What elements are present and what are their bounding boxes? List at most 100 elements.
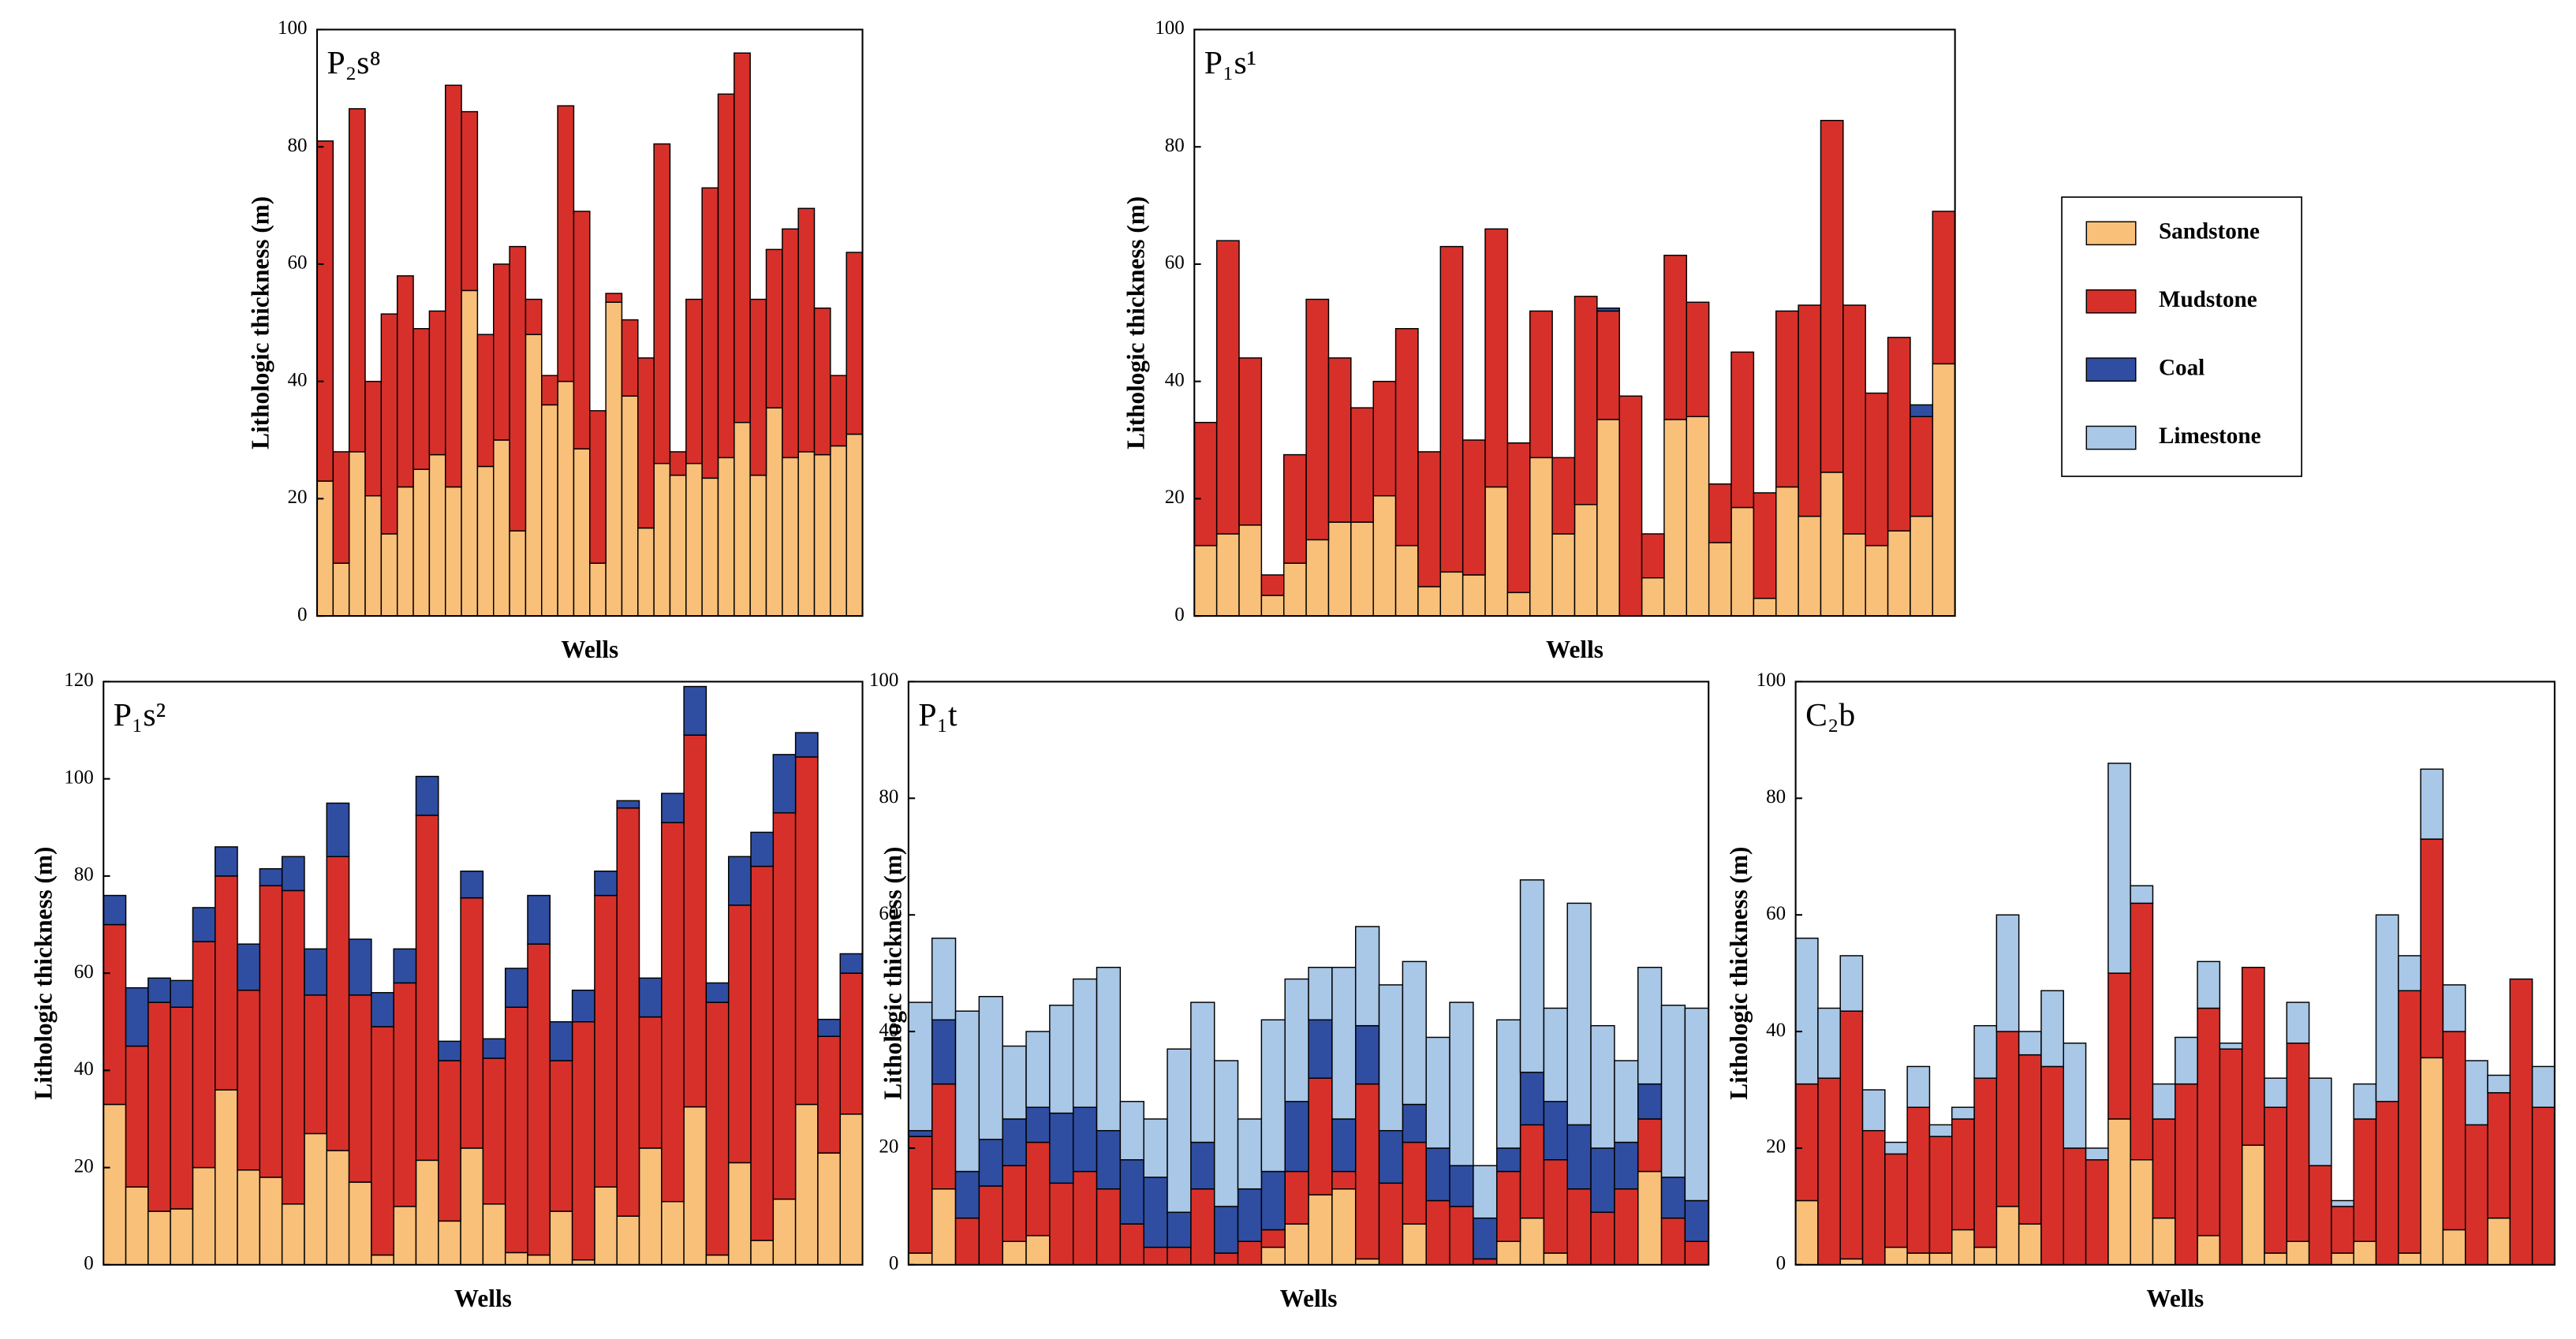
bar-segment	[1574, 504, 1598, 617]
bar-segment	[371, 1254, 394, 1266]
bar-segment	[215, 875, 238, 1091]
bar-segment	[1449, 1165, 1474, 1207]
bar-segment	[2175, 1083, 2198, 1266]
bar-segment	[589, 562, 607, 617]
bar-segment	[1308, 967, 1333, 1021]
bar-segment	[2375, 914, 2399, 1102]
bar-segment	[839, 953, 864, 974]
bar-segment	[237, 989, 261, 1171]
bar-segment	[1331, 1188, 1357, 1266]
bar-segment	[1660, 1177, 1686, 1219]
bar-segment	[364, 380, 383, 497]
bar-segment	[1910, 416, 1934, 517]
bar-segment	[103, 1103, 127, 1266]
bar-segment	[669, 451, 687, 476]
bar-segment	[525, 334, 543, 617]
bar-segment	[1906, 1252, 1931, 1266]
bar-segment	[1686, 301, 1710, 418]
bar-segment	[1284, 978, 1309, 1102]
bar-segment	[1305, 298, 1330, 541]
y-tick-label: 80	[74, 864, 94, 886]
bar-segment	[734, 421, 751, 617]
bar-segment	[638, 977, 663, 1018]
bar-segment	[192, 941, 216, 1169]
bar-segment	[1730, 506, 1755, 617]
bar-segment	[2264, 1252, 2288, 1266]
bar-segment	[908, 1136, 933, 1254]
bar-segment	[701, 477, 719, 617]
bar-segment	[460, 897, 484, 1149]
bar-segment	[2018, 1031, 2042, 1056]
bar-segment	[147, 1001, 171, 1212]
bar-segment	[772, 754, 797, 814]
bar-segment	[1167, 1211, 1192, 1248]
bar-segment	[2531, 1106, 2555, 1266]
bar-segment	[931, 1083, 957, 1190]
bar-segment	[727, 856, 752, 906]
bar-segment	[1794, 938, 1819, 1085]
bar-segment	[348, 938, 372, 996]
bar-segment	[1839, 1010, 1864, 1260]
bar-segment	[1519, 1124, 1545, 1219]
bar-segment	[527, 943, 551, 1256]
bar-segment	[1327, 357, 1352, 523]
bar-segment	[1932, 211, 1956, 365]
bar-segment	[482, 1203, 506, 1266]
bar-segment	[813, 453, 831, 617]
bar-segment	[1143, 1246, 1168, 1266]
legend-swatch	[2085, 221, 2137, 246]
bar-segment	[1529, 310, 1553, 459]
bar-segment	[1614, 1060, 1639, 1143]
bar-segment	[1519, 1072, 1545, 1126]
y-tick-label: 0	[84, 1253, 94, 1274]
bar-segment	[2442, 1031, 2466, 1231]
bar-segment	[594, 871, 618, 897]
bar-segment	[237, 943, 261, 991]
y-tick-label: 80	[879, 786, 898, 808]
bar-segment	[661, 793, 685, 823]
panel-title: P₂s⁸	[327, 45, 380, 81]
bar-segment	[765, 407, 783, 617]
bar-segment	[830, 445, 847, 617]
bar-segment	[1331, 1118, 1357, 1173]
bar-segment	[1350, 407, 1374, 523]
bar-segment	[1372, 494, 1397, 617]
bar-segment	[549, 1060, 573, 1212]
bar-segment	[2331, 1199, 2354, 1207]
bar-segment	[750, 831, 775, 867]
bar-segment	[1213, 1060, 1239, 1207]
bar-segment	[1354, 1258, 1380, 1266]
bar-segment	[413, 468, 431, 617]
bar-segment	[794, 1103, 819, 1266]
y-tick-label: 100	[1155, 17, 1184, 39]
bar-segment	[1839, 1258, 1864, 1266]
bar-segment	[1049, 1112, 1074, 1184]
bar-segment	[2197, 960, 2221, 1009]
bar-segment	[2219, 1042, 2243, 1050]
bar-segment	[147, 977, 171, 1003]
bar-segment	[817, 1018, 841, 1037]
bar-segment	[589, 410, 607, 564]
bar-segment	[1049, 1182, 1074, 1266]
bar-segment	[594, 894, 618, 1188]
bar-segment	[1238, 357, 1263, 526]
bar-segment	[1002, 1165, 1027, 1242]
bar-segment	[2398, 955, 2421, 992]
y-axis-label: Lithologic thickness (m)	[1122, 196, 1150, 449]
legend-label: Limestone	[2159, 423, 2261, 449]
plot-frame	[1193, 28, 1956, 617]
bar-segment	[281, 890, 305, 1205]
bar-segment	[371, 992, 394, 1028]
bar-segment	[1354, 1083, 1380, 1260]
bar-segment	[1753, 598, 1777, 617]
bar-segment	[380, 533, 398, 617]
bar-segment	[1637, 967, 1663, 1085]
bar-segment	[1308, 1194, 1333, 1266]
bar-segment	[415, 1159, 439, 1266]
bar-segment	[1143, 1118, 1168, 1178]
bar-segment	[1402, 1141, 1427, 1225]
bar-segment	[1308, 1077, 1333, 1195]
bar-segment	[2353, 1240, 2377, 1266]
bar-segment	[1794, 1083, 1819, 1202]
bar-segment	[1906, 1106, 1931, 1254]
